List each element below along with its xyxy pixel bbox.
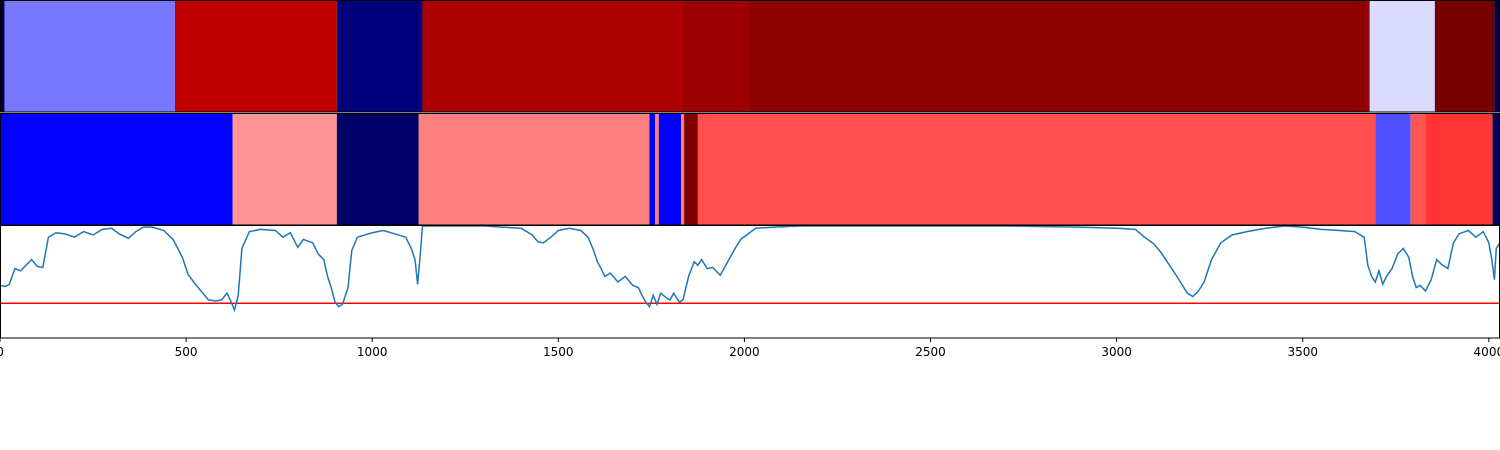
segment-0-7 — [1369, 1, 1435, 112]
signal-line — [0, 225, 1500, 313]
x-tick-label-3: 1500 — [543, 345, 574, 359]
segment-1-8 — [684, 114, 698, 225]
segment-1-3 — [418, 114, 650, 225]
segment-1-11 — [1410, 114, 1426, 225]
segment-1-12 — [1425, 114, 1493, 225]
segment-0-5 — [683, 1, 750, 112]
segment-1-1 — [232, 114, 337, 225]
segment-row-top — [0, 1, 1500, 112]
segment-1-4 — [649, 114, 656, 225]
segment-1-13 — [1492, 114, 1500, 225]
segment-0-9 — [1494, 1, 1500, 112]
segment-1-7 — [681, 114, 685, 225]
x-tick-label-5: 2500 — [915, 345, 946, 359]
segment-1-0 — [0, 114, 233, 225]
x-tick-label-7: 3500 — [1287, 345, 1318, 359]
x-tick-label-4: 2000 — [729, 345, 760, 359]
segment-1-2 — [336, 114, 419, 225]
x-tick-label-8: 4000 — [1474, 345, 1500, 359]
x-axis: 0 500 1000 1500 2000 2500 3000 3500 4000 — [0, 338, 1500, 359]
segment-0-0 — [0, 1, 5, 112]
segment-1-10 — [1375, 114, 1411, 225]
line-panel — [0, 225, 1500, 338]
segment-1-9 — [697, 114, 1376, 225]
segment-0-8 — [1434, 1, 1495, 112]
segment-1-6 — [658, 114, 682, 225]
segment-0-1 — [4, 1, 175, 112]
segment-0-2 — [174, 1, 337, 112]
segment-0-6 — [750, 1, 1370, 112]
segment-0-4 — [422, 1, 684, 112]
line-panel-background — [0, 226, 1500, 338]
segment-row-middle — [0, 114, 1500, 225]
x-tick-label-6: 3000 — [1101, 345, 1132, 359]
segment-0-3 — [336, 1, 423, 112]
x-tick-label-2: 1000 — [357, 345, 388, 359]
segment-1-5 — [655, 114, 659, 225]
x-tick-label-1: 500 — [175, 345, 198, 359]
x-tick-label-0: 0 — [0, 345, 4, 359]
